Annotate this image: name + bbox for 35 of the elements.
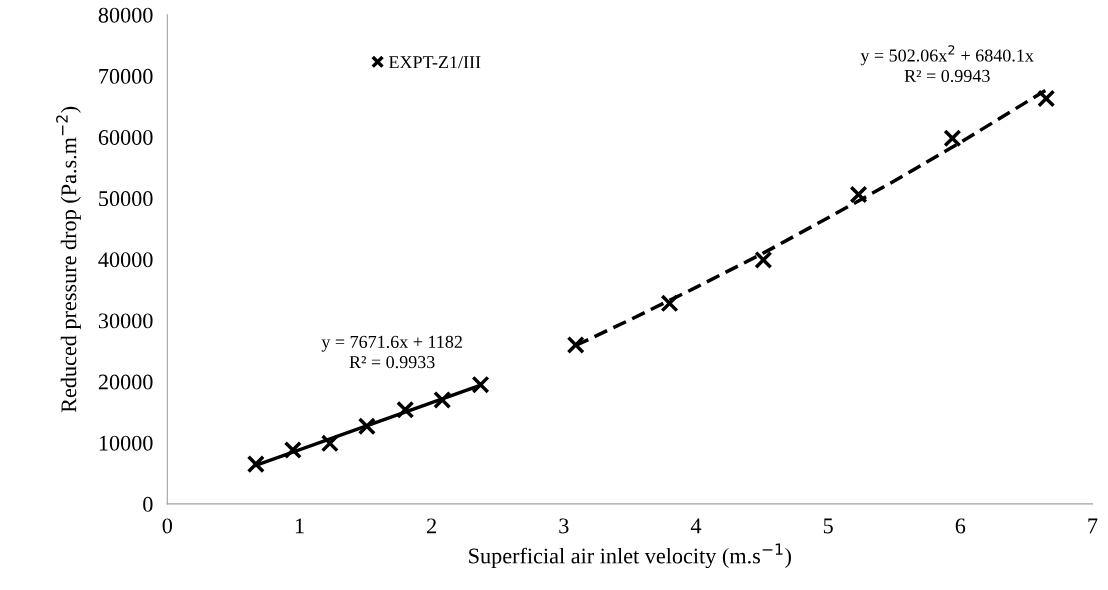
point <box>433 390 452 409</box>
point <box>396 400 415 419</box>
point <box>943 129 962 148</box>
annotation: y = 7671.6x + 1182 R² = 0.9933 <box>321 335 462 369</box>
x-tick-label: 2 <box>427 518 436 534</box>
x-axis-title: Superficial air inlet velocity (m.s$^{−1}$) <box>469 543 791 569</box>
y-tick-label: 70000 <box>99 68 153 84</box>
y-tick-label: 0 <box>143 496 153 512</box>
point <box>283 441 302 460</box>
point <box>1037 89 1056 108</box>
x-tick-label: 7 <box>1088 518 1098 534</box>
y-tick-label: 80000 <box>98 7 153 23</box>
y-tick-label: 40000 <box>98 252 153 268</box>
legend-label: EXPT-Z1/III <box>388 56 481 69</box>
point <box>320 434 339 453</box>
x-tick-label: 1 <box>295 518 304 534</box>
x-tick-label: 4 <box>690 518 702 534</box>
point <box>246 455 265 474</box>
point <box>849 185 868 204</box>
x-tick-label: 3 <box>559 518 569 534</box>
y-tick-label: 20000 <box>98 374 153 390</box>
y-tick-label: 50000 <box>99 191 153 207</box>
point <box>566 335 585 354</box>
point <box>471 375 490 394</box>
x-tick-label: 5 <box>823 518 833 534</box>
annotation: y = 502.06x$^{2}$ + 6840.1x R² = 0.9943 <box>860 45 1034 83</box>
y-tick-label: 10000 <box>99 435 153 451</box>
y-tick-label: 60000 <box>98 129 153 145</box>
point <box>754 250 773 269</box>
point <box>660 294 679 313</box>
x-tick-label: 6 <box>955 518 966 534</box>
point <box>357 417 376 436</box>
y-tick-label: 30000 <box>98 313 153 329</box>
y-axis-title: Reduced pressure drop (Pa.s.m$^{−2}$) <box>56 106 81 413</box>
x-tick-label: 0 <box>162 518 173 534</box>
